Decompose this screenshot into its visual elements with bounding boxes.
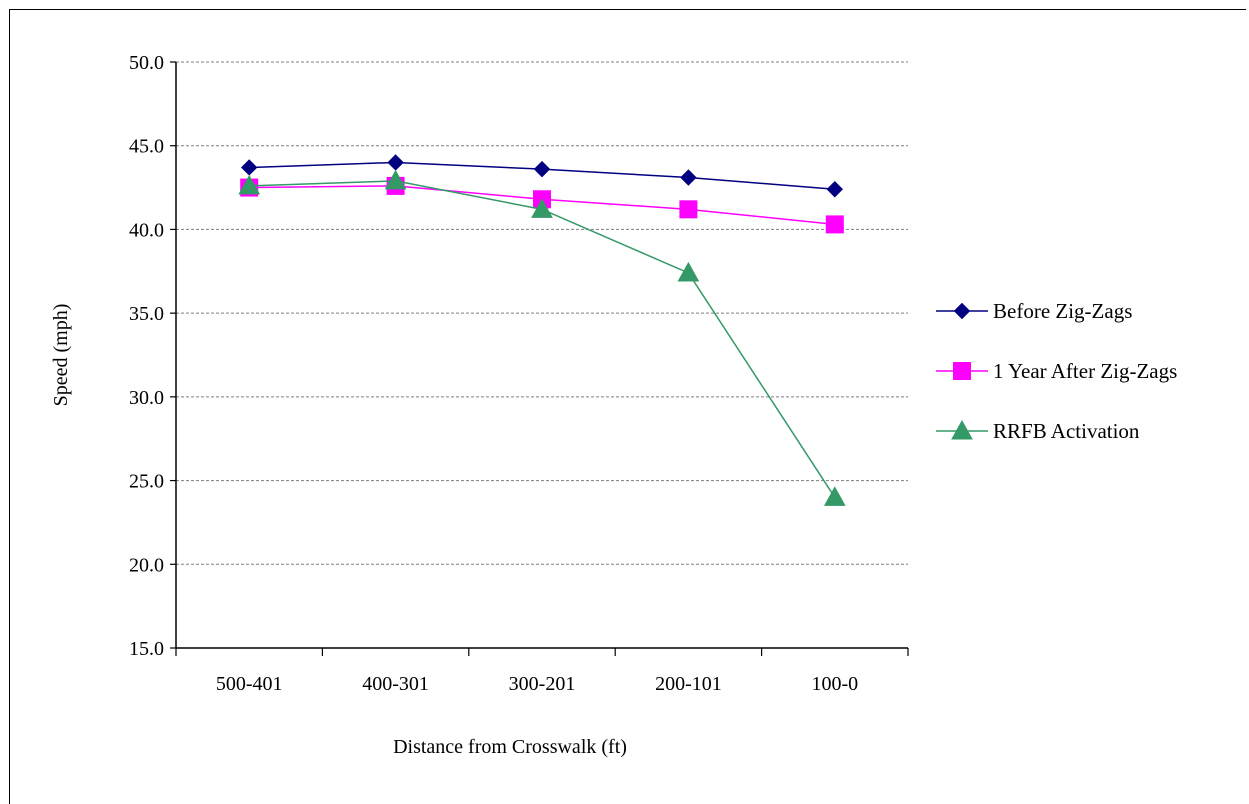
data-point-triangle (238, 174, 261, 195)
legend-entry: RRFB Activation (936, 419, 1140, 443)
x-tick-label: 500-401 (216, 673, 283, 695)
legend-entry: Before Zig-Zags (936, 299, 1132, 323)
legend-label: RRFB Activation (993, 419, 1140, 443)
data-point-square (825, 215, 844, 234)
legend-marker-triangle (951, 419, 973, 440)
x-tick-label: 400-301 (362, 673, 429, 695)
data-point-square (679, 200, 698, 219)
axes (170, 61, 909, 656)
series-triangle (238, 169, 846, 506)
y-tick-label: 50.0 (129, 52, 164, 74)
gridlines (176, 61, 908, 565)
y-tick-label: 35.0 (129, 303, 164, 325)
data-point-diamond (533, 160, 551, 178)
x-tick-labels: 500-401 400-301 300-201 200-101 100-0 (216, 673, 858, 695)
x-tick-label: 200-101 (655, 673, 722, 695)
x-axis-title: Distance from Crosswalk (ft) (393, 736, 627, 758)
chart-frame (9, 9, 1246, 804)
x-tick-label: 100-0 (811, 673, 858, 695)
legend-label: Before Zig-Zags (993, 299, 1132, 323)
y-tick-label: 20.0 (129, 554, 164, 576)
data-point-diamond (387, 154, 404, 171)
legend-marker-diamond (953, 302, 971, 320)
data-point-triangle (531, 198, 553, 218)
data-point-diamond (826, 181, 844, 198)
legend-entry: 1 Year After Zig-Zags (936, 359, 1177, 383)
data-point-diamond (680, 169, 697, 186)
data-point-triangle (677, 261, 700, 282)
y-tick-labels: 15.0 20.0 25.0 30.0 35.0 40.0 45.0 50.0 (129, 52, 164, 660)
y-tick-label: 25.0 (129, 471, 164, 493)
y-tick-label: 30.0 (129, 387, 164, 409)
series-line (249, 180, 836, 498)
data-point-triangle (823, 486, 846, 506)
y-axis-title: Speed (mph) (50, 304, 72, 407)
series (238, 154, 846, 506)
x-tick-label: 300-201 (509, 673, 576, 695)
data-point-triangle (384, 169, 407, 190)
y-tick-label: 40.0 (129, 219, 164, 241)
legend: Before Zig-Zags 1 Year After Zig-Zags RRFB… (936, 299, 1177, 443)
data-point-diamond (240, 159, 258, 176)
y-tick-label: 15.0 (129, 638, 164, 660)
legend-marker-square (953, 362, 971, 380)
y-tick-label: 45.0 (129, 136, 164, 158)
legend-label: 1 Year After Zig-Zags (993, 359, 1177, 383)
